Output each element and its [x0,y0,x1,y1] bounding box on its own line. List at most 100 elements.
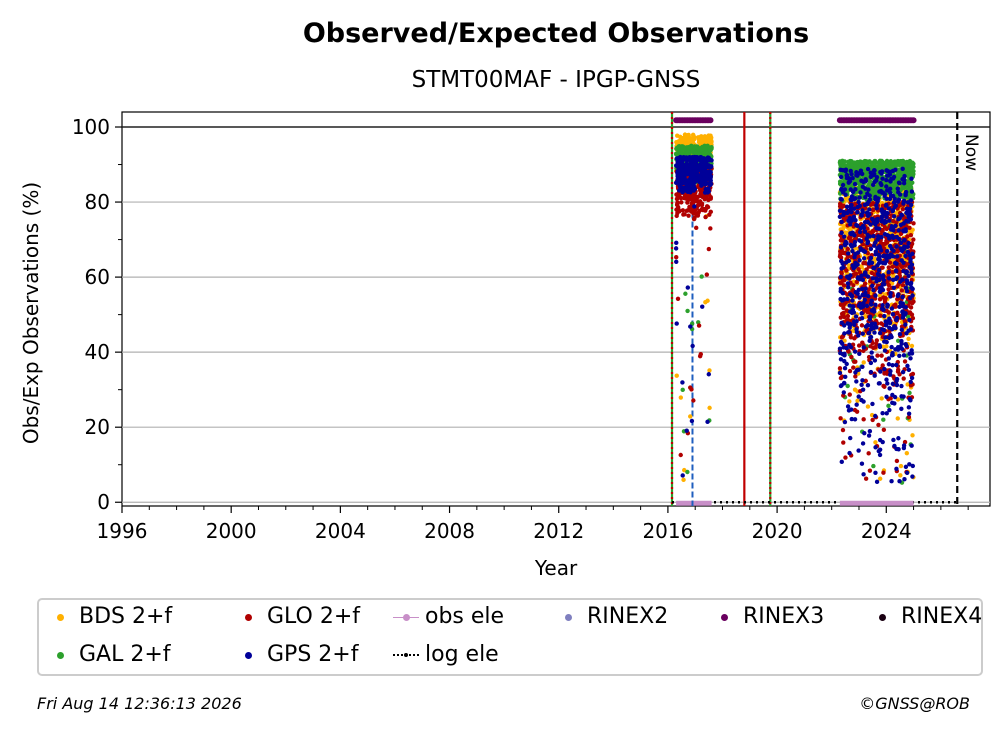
data-point [866,433,872,438]
data-point [884,377,889,382]
data-point [902,439,908,445]
data-point [874,479,880,485]
data-point [875,353,880,358]
data-point [897,162,902,168]
data-point [689,418,695,424]
data-point [877,447,883,452]
data-point [856,287,862,292]
data-point [876,422,881,428]
data-point [855,250,861,255]
data-point [709,145,714,150]
data-point [900,304,906,309]
data-point [887,243,893,249]
data-point [904,289,910,294]
data-point [880,176,885,181]
data-point [857,203,862,208]
data-point [910,474,915,479]
data-point [884,226,889,232]
data-point [908,198,914,203]
data-point [852,407,858,413]
legend-marker [45,647,75,663]
data-point [842,243,848,248]
data-point [865,213,871,218]
x-tick-label: 2000 [206,519,257,543]
data-point [861,256,867,261]
data-point [875,219,880,225]
data-point [890,381,896,387]
data-point [880,411,885,416]
data-point [696,146,702,152]
data-point [908,202,914,208]
data-point [882,253,887,258]
data-point [865,240,870,246]
data-point [859,323,865,328]
data-point [841,323,847,328]
data-point [848,187,853,192]
data-point [861,472,866,477]
data-point [877,297,883,302]
data-point [891,285,897,291]
legend-label: RINEX2 [587,604,669,629]
data-point [693,176,699,182]
data-point [693,150,698,156]
data-point [896,190,901,195]
data-point [691,398,696,403]
series-gps-2-f [673,154,916,485]
data-point [901,184,907,189]
data-point [905,234,910,239]
data-point [879,265,885,270]
data-point [882,232,888,237]
data-point [859,316,865,321]
x-tick-label: 2020 [752,519,803,543]
data-point [877,254,882,259]
data-point [870,276,876,281]
data-point [871,233,876,239]
data-point [906,367,912,373]
data-point [845,313,851,319]
data-point [860,340,865,345]
data-point [873,445,878,450]
data-point [865,201,870,207]
data-point [838,160,843,165]
data-point [855,276,861,281]
data-point [680,171,685,176]
data-point [887,316,892,321]
data-point [899,338,904,344]
data-point [891,200,897,205]
data-point [875,199,880,205]
data-point [839,187,844,192]
data-point [879,396,884,401]
data-point [910,251,915,256]
data-point [899,288,905,293]
data-point [866,330,872,336]
data-point [849,416,854,422]
data-point [907,396,913,402]
data-point [891,374,896,379]
legend-label: RINEX3 [743,604,825,629]
data-point [899,327,905,332]
data-point [886,356,892,361]
data-point [868,360,874,366]
data-point [860,387,866,392]
data-point [887,407,892,413]
data-point [701,177,706,182]
data-point [875,165,880,170]
data-point [889,344,894,350]
data-point [846,159,851,165]
data-point [892,443,897,449]
data-point [852,236,858,242]
data-point [868,255,874,261]
data-point [907,317,912,323]
data-point [708,195,713,200]
data-point [863,177,868,182]
data-point [837,208,843,214]
data-point [708,226,713,231]
data-point [886,173,891,178]
data-point [677,188,682,193]
data-point [704,187,709,193]
data-point [838,238,844,243]
data-point [856,303,862,308]
data-point [887,255,892,260]
data-point [838,174,844,180]
data-point [673,246,679,251]
